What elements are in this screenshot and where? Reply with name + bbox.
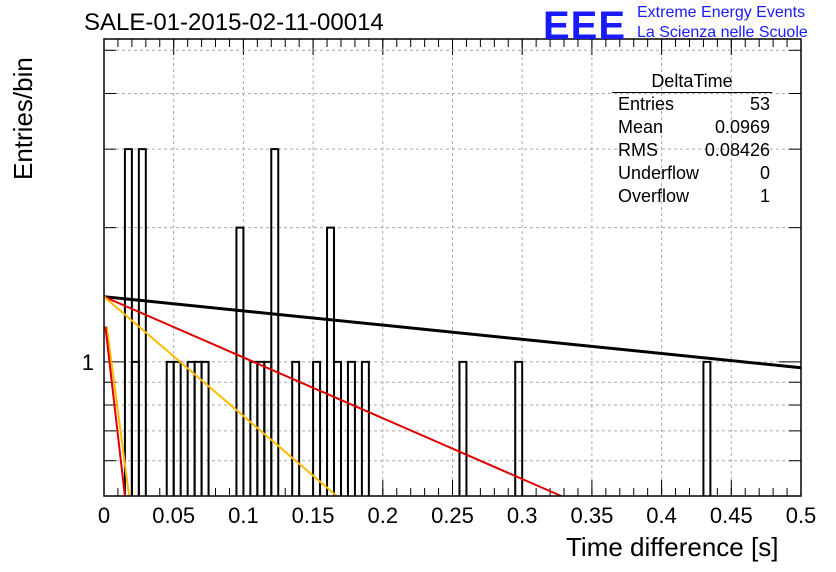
histogram-bin (360, 360, 370, 496)
plot-frame (103, 38, 802, 497)
stats-label: Mean (618, 117, 664, 137)
x-tick-label: 0.4 (646, 503, 677, 528)
x-tick-label: 0.1 (228, 503, 259, 528)
histogram-bin (200, 360, 210, 496)
fit-curve-red (104, 326, 126, 497)
histogram-bin (172, 360, 182, 496)
stats-label: Underflow (618, 163, 700, 183)
fit-curve-orange (103, 295, 338, 497)
eee-logo: EEE (543, 4, 627, 48)
histogram-bin (123, 148, 133, 496)
stats-label: Overflow (618, 186, 690, 206)
x-tick-label: 0.3 (507, 503, 538, 528)
logo-line1: Extreme Energy Events (637, 4, 806, 21)
x-axis-label: Time difference [s] (566, 532, 779, 562)
stats-row-overflow: Overflow 1 (608, 185, 778, 208)
histogram-bin (270, 148, 280, 496)
stats-box: DeltaTime Entries 53 Mean 0.0969 RMS 0.0… (608, 70, 778, 208)
histogram-bin (702, 360, 712, 496)
stats-label: Entries (618, 94, 675, 114)
x-tick-label: 0.05 (152, 503, 195, 528)
histogram-bin (235, 226, 245, 496)
stats-label: RMS (618, 140, 658, 160)
x-tick-label: 0.35 (570, 503, 613, 528)
fit-curve-black (103, 295, 802, 370)
stats-value: 0.08426 (704, 140, 770, 160)
histogram-bin (312, 360, 322, 496)
histogram-bin (458, 360, 468, 496)
stats-title: DeltaTime (612, 70, 772, 93)
stats-row-mean: Mean 0.0969 (608, 116, 778, 139)
x-tick-label: 0.15 (292, 503, 335, 528)
stats-row-entries: Entries 53 (608, 93, 778, 116)
x-tick-label: 0 (98, 503, 110, 528)
histogram-bin (333, 360, 342, 496)
histogram-bin (346, 360, 356, 496)
stats-value: 1 (759, 186, 770, 206)
logo-line2: La Scienza nelle Scuole (637, 24, 808, 41)
stats-value: 0.0969 (714, 117, 770, 137)
histogram-bin (291, 360, 301, 496)
x-tick-label: 0.25 (431, 503, 474, 528)
x-tick-label: 0.2 (368, 503, 399, 528)
stats-row-underflow: Underflow 0 (608, 162, 778, 185)
y-axis-label: Entries/bin (8, 57, 38, 180)
x-tick-label: 0.5 (786, 503, 817, 528)
x-tick-label: 0.45 (710, 503, 753, 528)
fit-curve-red (103, 295, 562, 497)
run-title: SALE-01-2015-02-11-00014 (84, 9, 384, 36)
stats-value: 53 (749, 94, 770, 114)
y-tick-label: 1 (82, 350, 94, 375)
histogram-bin (514, 360, 524, 496)
histogram-bin (137, 148, 147, 496)
fit-curve-orange (105, 326, 131, 497)
stats-value: 0 (759, 163, 770, 183)
stats-row-rms: RMS 0.08426 (608, 139, 778, 162)
